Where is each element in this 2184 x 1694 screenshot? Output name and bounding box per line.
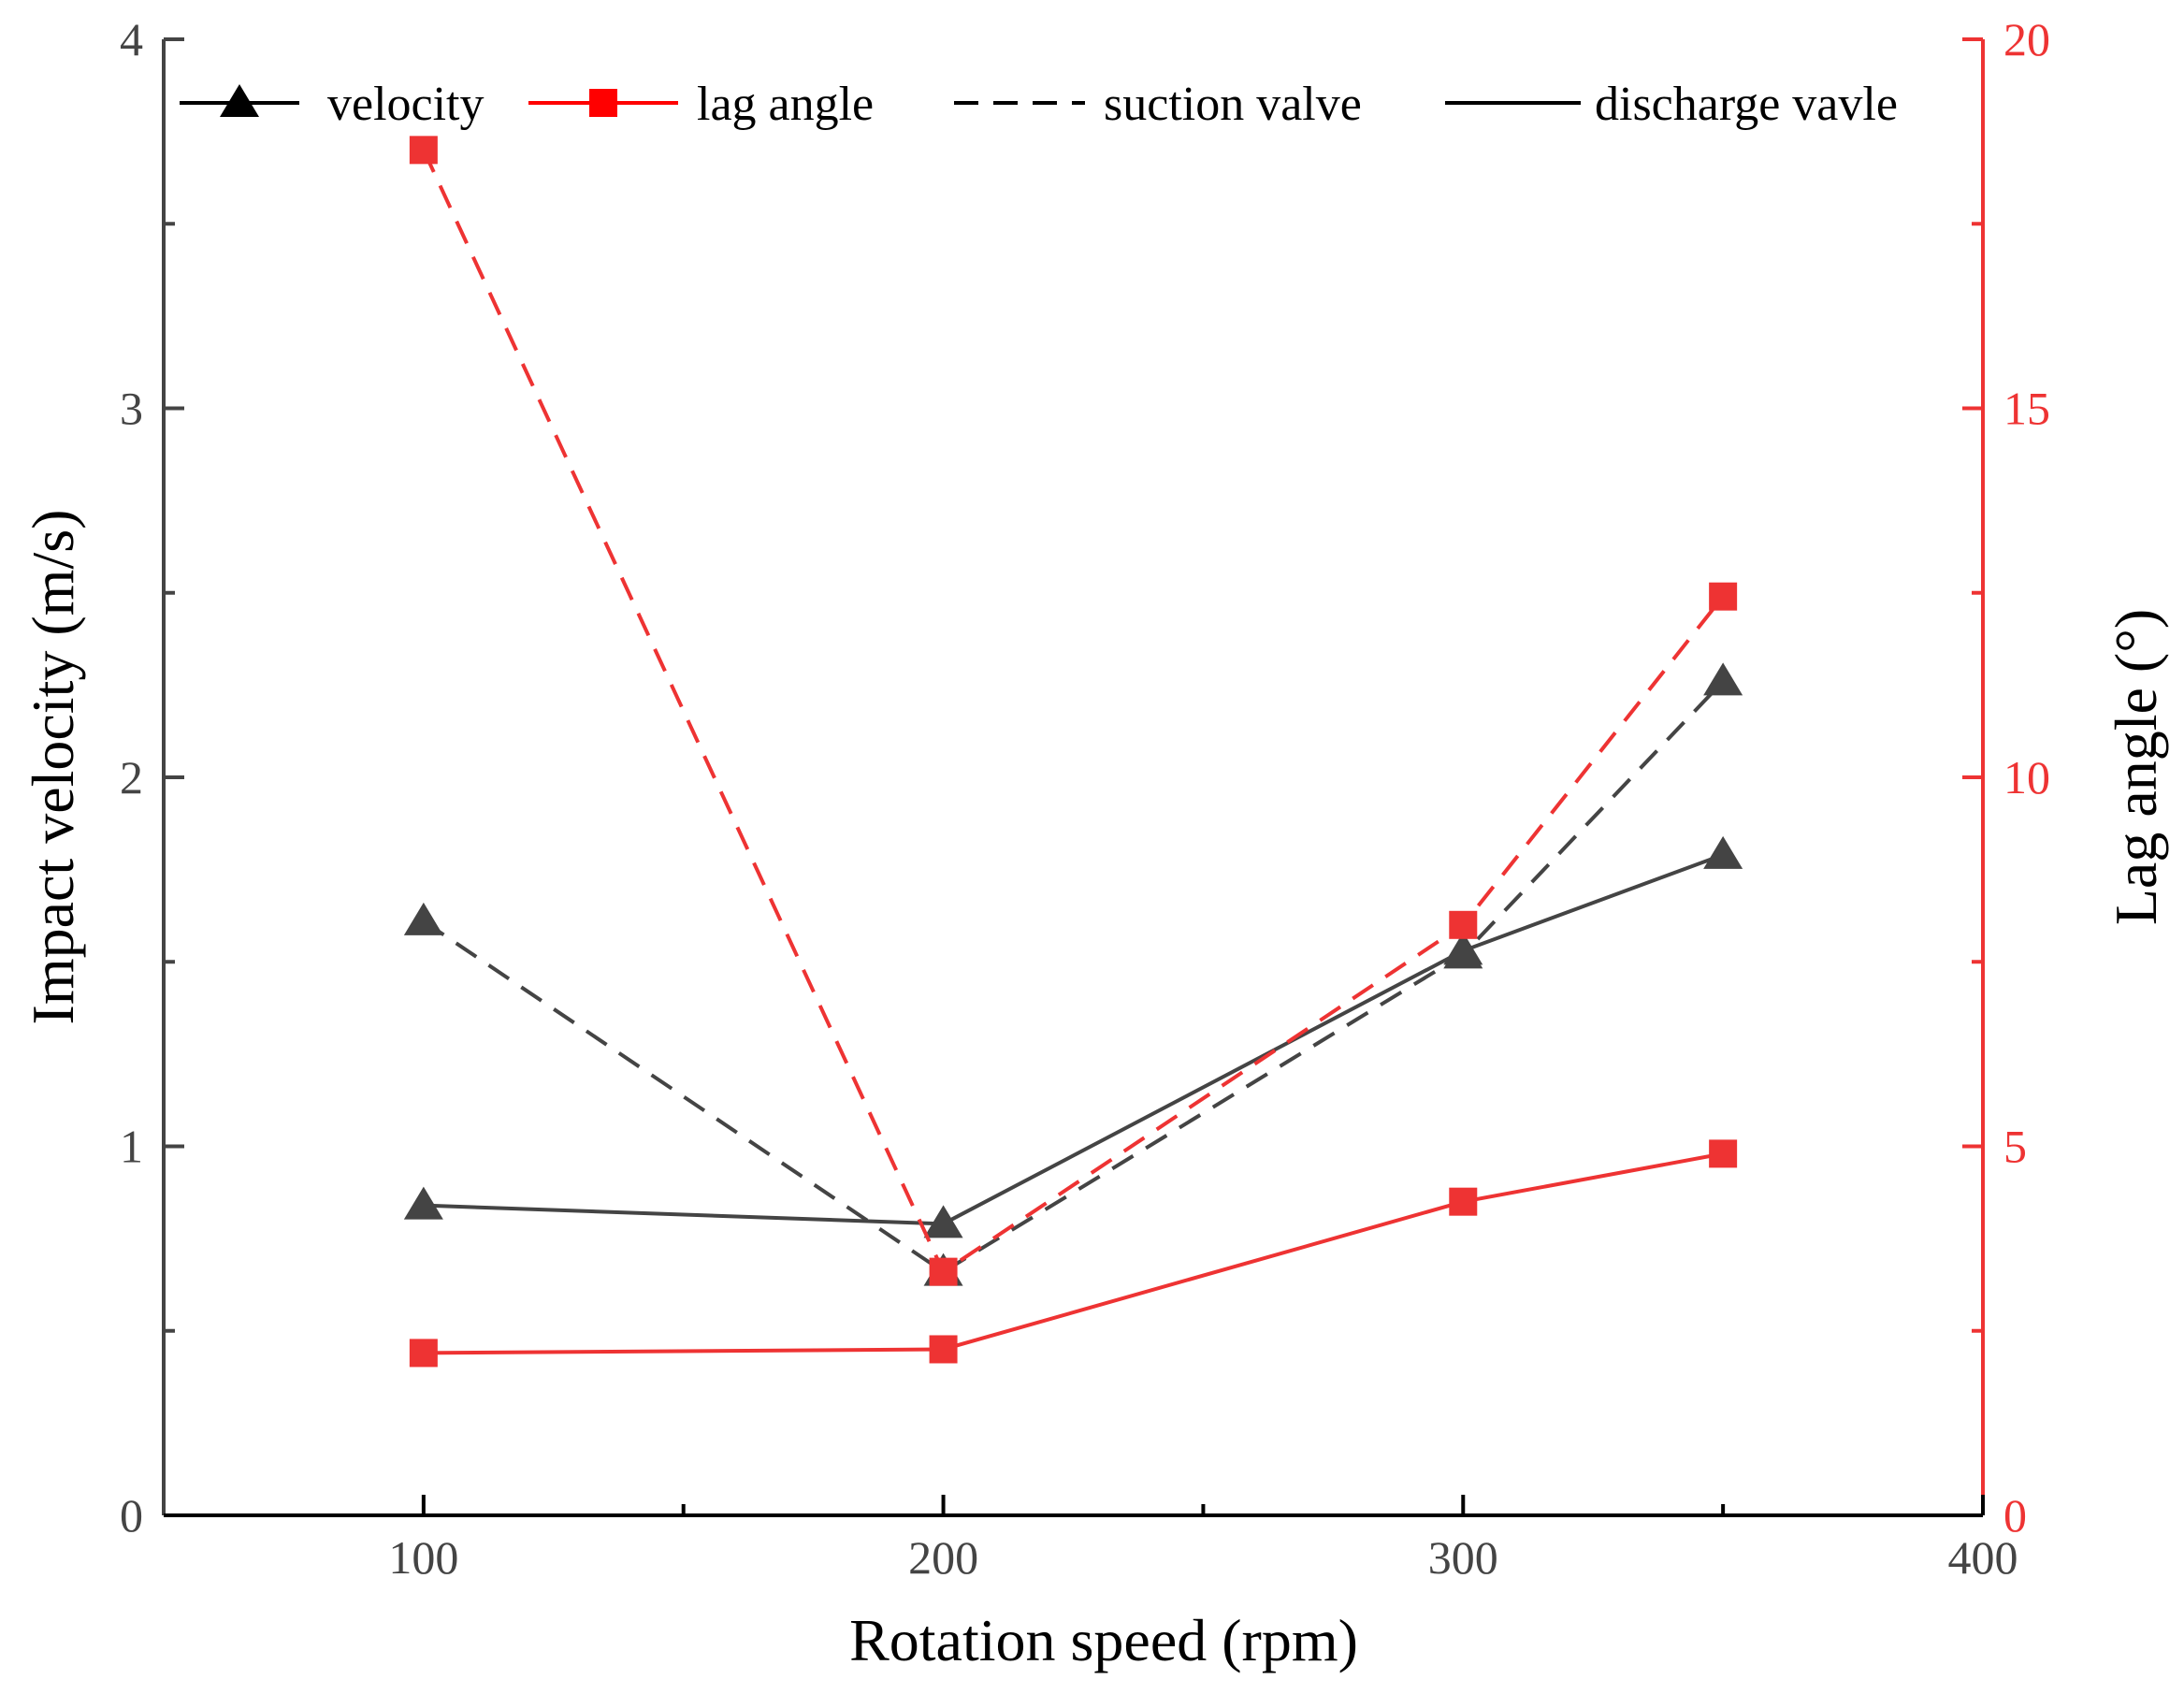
lag-angle-discharge-vavle-point <box>929 1335 958 1364</box>
velocity-discharge-vavle-point <box>1443 932 1483 965</box>
legend-discharge-vavle: discharge vavle <box>1445 78 1898 131</box>
x-axis: 100 200 300 400 <box>164 1495 2018 1584</box>
left-y-axis-title: Impact velocity (m/s) <box>20 510 86 1025</box>
bottom-tick-label: 100 <box>388 1531 458 1584</box>
lag-angle-suction-valve-series <box>409 136 1738 1286</box>
lag-angle-discharge-vavle-point <box>1709 1139 1738 1168</box>
legend-lag-angle-marker <box>589 89 617 117</box>
legend-velocity: velocity <box>180 78 485 131</box>
lag-angle-discharge-vavle-series <box>409 1139 1738 1368</box>
lag-angle-suction-valve-point <box>1709 582 1738 611</box>
bottom-tick-label: 300 <box>1428 1531 1498 1584</box>
x-axis-title: Rotation speed (rpm) <box>849 1607 1358 1673</box>
right-tick-label: 20 <box>2003 13 2050 65</box>
right-tick-label: 5 <box>2003 1121 2027 1173</box>
velocity-discharge-vavle-point <box>1703 835 1743 869</box>
series-layer <box>403 136 1743 1368</box>
right-y-axis: 0 5 10 15 20 <box>1962 13 2050 1542</box>
legend-suction-valve: suction valve <box>954 78 1362 131</box>
right-tick-label: 0 <box>2003 1489 2027 1542</box>
lag-angle-discharge-vavle-point <box>1449 1187 1478 1216</box>
legend-lag-angle: lag angle <box>528 78 874 131</box>
velocity-suction-valve-line <box>422 680 1725 1275</box>
legend: velocity lag angle suction valve discharge … <box>180 78 1898 131</box>
velocity-suction-valve-series <box>403 662 1743 1286</box>
lag-angle-suction-valve-line <box>422 149 1725 1275</box>
legend-velocity-label: velocity <box>327 78 485 131</box>
velocity-discharge-vavle-line <box>423 852 1724 1226</box>
left-y-axis: 0 1 2 3 4 <box>120 13 184 1542</box>
legend-lag-angle-label: lag angle <box>697 78 874 131</box>
legend-suction-valve-label: suction valve <box>1104 78 1362 131</box>
left-tick-label: 4 <box>120 13 143 65</box>
velocity-discharge-vavle-point <box>403 1186 443 1220</box>
left-tick-label: 3 <box>120 383 143 435</box>
lag-angle-suction-valve-point <box>1449 910 1478 939</box>
left-tick-label: 1 <box>120 1121 143 1173</box>
lag-angle-discharge-vavle-point <box>409 1339 438 1368</box>
velocity-discharge-vavle-series <box>403 835 1743 1238</box>
velocity-suction-valve-point <box>1703 662 1743 696</box>
left-tick-label: 2 <box>120 751 143 804</box>
legend-velocity-marker <box>220 84 259 117</box>
left-tick-label: 0 <box>120 1489 143 1542</box>
velocity-suction-valve-point <box>403 902 443 935</box>
lag-angle-suction-valve-point <box>929 1257 958 1286</box>
legend-discharge-vavle-label: discharge vavle <box>1595 78 1898 131</box>
right-tick-label: 10 <box>2003 751 2050 804</box>
lag-angle-suction-valve-point <box>409 136 438 165</box>
right-y-axis-title: Lag angle (°) <box>2103 609 2169 925</box>
velocity-discharge-vavle-point <box>923 1205 963 1238</box>
right-tick-label: 15 <box>2003 383 2050 435</box>
lag-angle-discharge-vavle-line <box>423 1151 1724 1355</box>
bottom-tick-label: 400 <box>1948 1531 2018 1584</box>
bottom-tick-label: 200 <box>908 1531 978 1584</box>
